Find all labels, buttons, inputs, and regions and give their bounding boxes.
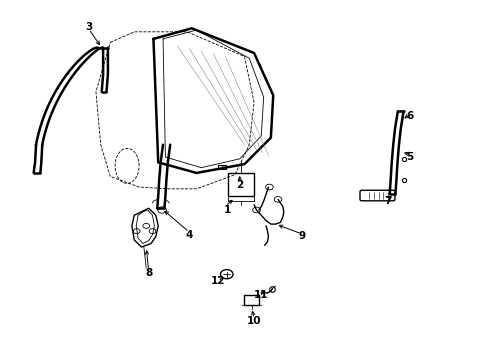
Text: 2: 2 <box>236 180 243 190</box>
Text: 9: 9 <box>298 231 305 242</box>
Text: 8: 8 <box>145 269 152 279</box>
Text: 12: 12 <box>210 275 225 285</box>
Text: 7: 7 <box>384 196 391 206</box>
Bar <box>227 173 254 196</box>
Text: 5: 5 <box>406 152 413 162</box>
Text: 11: 11 <box>253 290 268 300</box>
Text: 1: 1 <box>224 205 231 215</box>
Text: 3: 3 <box>85 22 92 32</box>
Text: 6: 6 <box>406 112 413 121</box>
Text: 4: 4 <box>185 230 193 240</box>
Text: 10: 10 <box>246 316 261 326</box>
